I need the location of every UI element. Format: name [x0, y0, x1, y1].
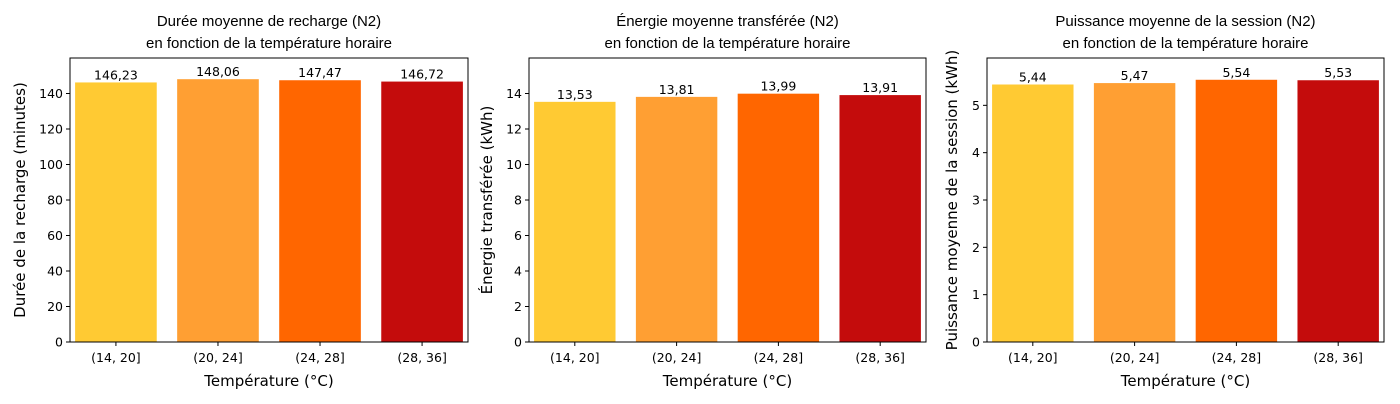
- x-tick-label: (28, 36]: [397, 350, 447, 365]
- x-tick-label: (24, 28]: [754, 350, 804, 365]
- x-tick-label: (14, 20]: [1008, 350, 1058, 365]
- x-tick-label: (28, 36]: [1313, 350, 1363, 365]
- data-label: 13,99: [760, 79, 796, 94]
- chart-title-line-2: en fonction de la température horaire: [146, 35, 392, 52]
- y-tick-label: 0: [972, 335, 980, 350]
- x-tick-label: (14, 20]: [91, 350, 141, 365]
- y-axis-label: Énergie transférée (kWh): [477, 106, 496, 295]
- y-tick-label: 60: [47, 228, 63, 243]
- data-label: 5,53: [1324, 65, 1352, 80]
- y-tick-label: 40: [47, 264, 63, 279]
- chart-title-line-1: Énergie moyenne transférée (N2): [616, 13, 839, 30]
- y-tick-label: 20: [47, 299, 63, 314]
- y-tick-label: 140: [39, 86, 63, 101]
- data-label: 148,06: [196, 64, 240, 79]
- chart-title-line-1: Durée moyenne de recharge (N2): [157, 13, 381, 30]
- bar-1: [534, 101, 616, 342]
- bar-2: [177, 79, 259, 343]
- bar-3: [737, 93, 820, 343]
- subplot-1: 146,23 (14, 20] 148,06 (20, 24] 147,47 (24, 2…: [11, 13, 469, 390]
- y-tick-label: 0: [514, 335, 522, 350]
- axes-frame: [986, 57, 1385, 343]
- y-tick-label: 80: [47, 193, 63, 208]
- bar-4: [839, 95, 921, 342]
- y-axis-label: Puissance moyenne de la session (kWh): [943, 50, 961, 351]
- y-tick-label: 6: [514, 228, 522, 243]
- subplot-2: 13,53 (14, 20] 13,81 (20, 24] 13,99 (24, 28] 1…: [477, 13, 927, 390]
- y-tick-label: 2: [514, 299, 522, 314]
- chart-title-line-2: en fonction de la température horaire: [1063, 35, 1309, 52]
- data-label: 13,53: [557, 87, 593, 102]
- x-axis-label: Température (°C): [1120, 372, 1250, 390]
- data-label: 146,23: [94, 67, 138, 82]
- y-tick-label: 12: [506, 122, 522, 137]
- y-tick-label: 8: [514, 193, 522, 208]
- bar-2: [1093, 83, 1176, 342]
- y-tick-label: 10: [506, 157, 522, 172]
- bar-1: [75, 82, 157, 343]
- bar-2: [635, 96, 718, 342]
- bar-3: [1195, 79, 1278, 343]
- y-axis-label: Durée de la recharge (minutes): [11, 82, 29, 318]
- y-tick-label: 4: [514, 264, 522, 279]
- data-label: 146,72: [400, 67, 444, 82]
- x-axis-label: Température (°C): [203, 372, 333, 390]
- bar-4: [1297, 80, 1379, 342]
- x-tick-label: (14, 20]: [550, 350, 600, 365]
- data-label: 5,54: [1222, 65, 1250, 80]
- data-label: 5,47: [1121, 68, 1149, 83]
- axes-frame: [69, 57, 469, 343]
- x-tick-label: (24, 28]: [295, 350, 345, 365]
- x-tick-label: (20, 24]: [652, 350, 702, 365]
- y-tick-label: 120: [39, 122, 63, 137]
- data-label: 147,47: [298, 65, 342, 80]
- x-tick-label: (28, 36]: [855, 350, 905, 365]
- bar-3: [279, 80, 361, 342]
- y-tick-label: 100: [39, 157, 63, 172]
- y-tick-label: 3: [972, 193, 980, 208]
- y-tick-label: 5: [972, 98, 980, 113]
- x-tick-label: (20, 24]: [193, 350, 243, 365]
- x-axis-label: Température (°C): [662, 372, 792, 390]
- y-tick-label: 4: [972, 145, 980, 160]
- data-label: 5,44: [1019, 70, 1047, 85]
- y-tick-label: 2: [972, 240, 980, 255]
- axes-frame: [528, 57, 927, 343]
- y-tick-label: 14: [506, 86, 522, 101]
- data-label: 13,91: [862, 80, 898, 95]
- subplot-3: 5,44 (14, 20] 5,47 (20, 24] 5,54 (24, 28] 5,53…: [943, 13, 1385, 390]
- x-tick-label: (24, 28]: [1212, 350, 1262, 365]
- y-tick-label: 1: [972, 287, 980, 302]
- y-tick-label: 0: [55, 335, 63, 350]
- chart-title-line-2: en fonction de la température horaire: [605, 35, 851, 52]
- bar-1: [992, 84, 1074, 343]
- data-label: 13,81: [659, 82, 695, 97]
- bar-4: [381, 81, 463, 343]
- x-tick-label: (20, 24]: [1110, 350, 1160, 365]
- chart-title-line-1: Puissance moyenne de la session (N2): [1055, 13, 1315, 30]
